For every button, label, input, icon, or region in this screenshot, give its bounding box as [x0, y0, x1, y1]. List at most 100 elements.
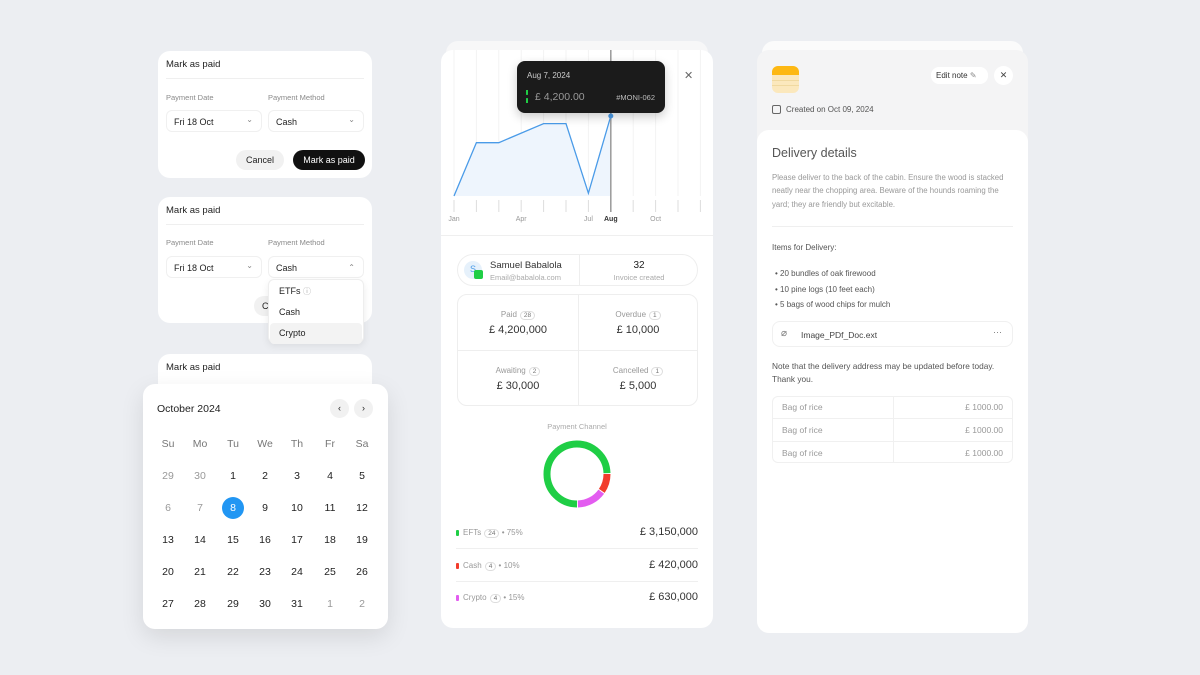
- legend-amount: £ 3,150,000: [639, 526, 698, 538]
- payment-date-select[interactable]: Fri 18 Oct ⌄: [166, 110, 262, 132]
- legend-count: 4: [484, 562, 497, 571]
- calendar-day[interactable]: 12: [356, 502, 368, 514]
- calendar-day[interactable]: 25: [324, 566, 336, 578]
- calendar-day[interactable]: 28: [194, 598, 206, 610]
- calendar-day[interactable]: 3: [294, 470, 300, 482]
- calendar-day[interactable]: 1: [230, 470, 236, 482]
- chart-tooltip: Aug 7, 2024 £ 4,200.00 #MONI-062: [517, 61, 665, 113]
- close-icon[interactable]: ✕: [684, 70, 694, 82]
- message-icon: [474, 270, 483, 279]
- trend-icon: [526, 90, 529, 103]
- calendar-day[interactable]: 1: [327, 598, 333, 610]
- calendar-day[interactable]: 29: [162, 470, 174, 482]
- calendar-day[interactable]: 21: [194, 566, 206, 578]
- attachment[interactable]: ⌀ Image_PDf_Doc.ext ···: [772, 321, 1013, 347]
- payment-method-select[interactable]: Cash ⌄: [268, 110, 364, 132]
- item-text: 10 pine logs (10 feet each): [780, 284, 875, 294]
- stat-count: 1: [649, 311, 661, 320]
- created-date: Created on Oct 09, 2024: [786, 105, 874, 114]
- weekday-label: Tu: [227, 438, 239, 450]
- calendar-day[interactable]: 27: [162, 598, 174, 610]
- option-cash[interactable]: Cash: [279, 307, 301, 317]
- calendar-day[interactable]: 11: [324, 502, 336, 514]
- calendar-day[interactable]: 26: [356, 566, 368, 578]
- note-footer: Note that the delivery address may be up…: [772, 361, 995, 385]
- donut-slice-cash: [598, 473, 611, 493]
- list-item: • 20 bundles of oak firewood: [775, 269, 876, 278]
- card-title: Mark as paid: [166, 362, 221, 373]
- tooltip-amount: £ 4,200.00: [535, 91, 585, 103]
- calendar-day[interactable]: 9: [262, 502, 268, 514]
- payment-date-select[interactable]: Fri 18 Oct ⌄: [166, 256, 262, 278]
- option-label: ETFs: [279, 286, 301, 296]
- legend-amount: £ 630,000: [649, 591, 698, 603]
- stat-count: 2: [528, 367, 541, 376]
- calendar-day[interactable]: 5: [359, 470, 365, 482]
- weekday-label: Sa: [355, 438, 369, 450]
- month-label: Apr: [516, 216, 528, 223]
- prev-month-button[interactable]: ‹: [330, 399, 349, 418]
- calendar-day[interactable]: 30: [259, 598, 271, 610]
- calendar-day[interactable]: 2: [262, 470, 268, 482]
- month-label: Jul: [584, 216, 593, 223]
- note-card: Edit note ✎ ✕ Created on Oct 09, 2024 De…: [757, 50, 1028, 633]
- weekday-label: Mo: [192, 438, 208, 450]
- items-table: [772, 396, 1013, 463]
- more-icon[interactable]: ···: [993, 327, 1002, 337]
- calendar-day[interactable]: 6: [165, 502, 171, 514]
- calendar-day[interactable]: 20: [162, 566, 174, 578]
- list-item: • 10 pine logs (10 feet each): [775, 284, 875, 294]
- calendar-day[interactable]: 29: [227, 598, 239, 610]
- legend-amount: £ 420,000: [649, 559, 698, 571]
- chevron-right-icon: ›: [362, 403, 365, 413]
- chevron-left-icon: ‹: [338, 403, 341, 413]
- calendar-day[interactable]: 22: [227, 566, 239, 578]
- stat-label: Paid: [500, 310, 517, 319]
- legend-count: 4: [489, 594, 502, 603]
- calendar-day[interactable]: 13: [162, 534, 174, 546]
- calendar-day[interactable]: 31: [291, 598, 303, 610]
- calendar-day[interactable]: 23: [259, 566, 271, 578]
- calendar-day[interactable]: 18: [324, 534, 336, 546]
- payment-date-label: Payment Date: [166, 238, 214, 247]
- legend-swatch: [456, 594, 459, 601]
- calendar-day[interactable]: 19: [356, 534, 368, 546]
- legend-efts: EFTs 24 • 75% £ 3,150,000: [456, 526, 698, 542]
- calendar-day[interactable]: 7: [197, 502, 203, 514]
- legend-name: Crypto: [463, 593, 487, 602]
- calendar-day[interactable]: 10: [291, 502, 303, 514]
- stat-amount: £ 4,200,000: [488, 324, 548, 336]
- calendar-day[interactable]: 16: [259, 534, 271, 546]
- calendar-day[interactable]: 2: [359, 598, 365, 610]
- cancel-button[interactable]: Cancel: [236, 150, 284, 170]
- stat-amount: £ 10,000: [616, 324, 660, 336]
- payment-method-select[interactable]: Cash ⌃: [268, 256, 364, 278]
- row-price: £ 1000.00: [965, 402, 1003, 412]
- area-fill: [454, 116, 611, 196]
- stats-grid: Paid 28 £ 4,200,000 Overdue 1 £ 10,000 Await…: [457, 294, 698, 406]
- legend-count: 24: [484, 529, 500, 538]
- stat-count: 1: [651, 367, 664, 376]
- calendar-day[interactable]: 14: [194, 534, 206, 546]
- divider: [458, 350, 697, 351]
- legend-swatch: [456, 562, 459, 569]
- chevron-down-icon: ⌄: [348, 115, 355, 124]
- donut-slice-crypto: [577, 489, 605, 508]
- table-row: Bag of rice £ 1000.00: [772, 418, 1013, 440]
- next-month-button[interactable]: ›: [354, 399, 373, 418]
- note-heading: Delivery details: [772, 146, 857, 160]
- calendar-day[interactable]: 17: [291, 534, 303, 546]
- calendar-day[interactable]: 4: [327, 470, 333, 482]
- edit-note-button[interactable]: Edit note ✎: [931, 67, 988, 84]
- option-etfs[interactable]: ETFs ⓘ: [270, 281, 362, 302]
- calendar-day[interactable]: 24: [291, 566, 303, 578]
- option-crypto[interactable]: Crypto: [270, 323, 362, 344]
- mark-as-paid-button[interactable]: Mark as paid: [293, 150, 365, 170]
- stat-amount: £ 30,000: [496, 380, 540, 392]
- calendar-day[interactable]: 8: [222, 497, 244, 519]
- close-icon[interactable]: ✕: [994, 66, 1013, 85]
- payment-method-label: Payment Method: [268, 93, 325, 102]
- calendar-day[interactable]: 15: [227, 534, 239, 546]
- calendar-day[interactable]: 30: [194, 470, 206, 482]
- payment-channel-title: Payment Channel: [547, 422, 607, 431]
